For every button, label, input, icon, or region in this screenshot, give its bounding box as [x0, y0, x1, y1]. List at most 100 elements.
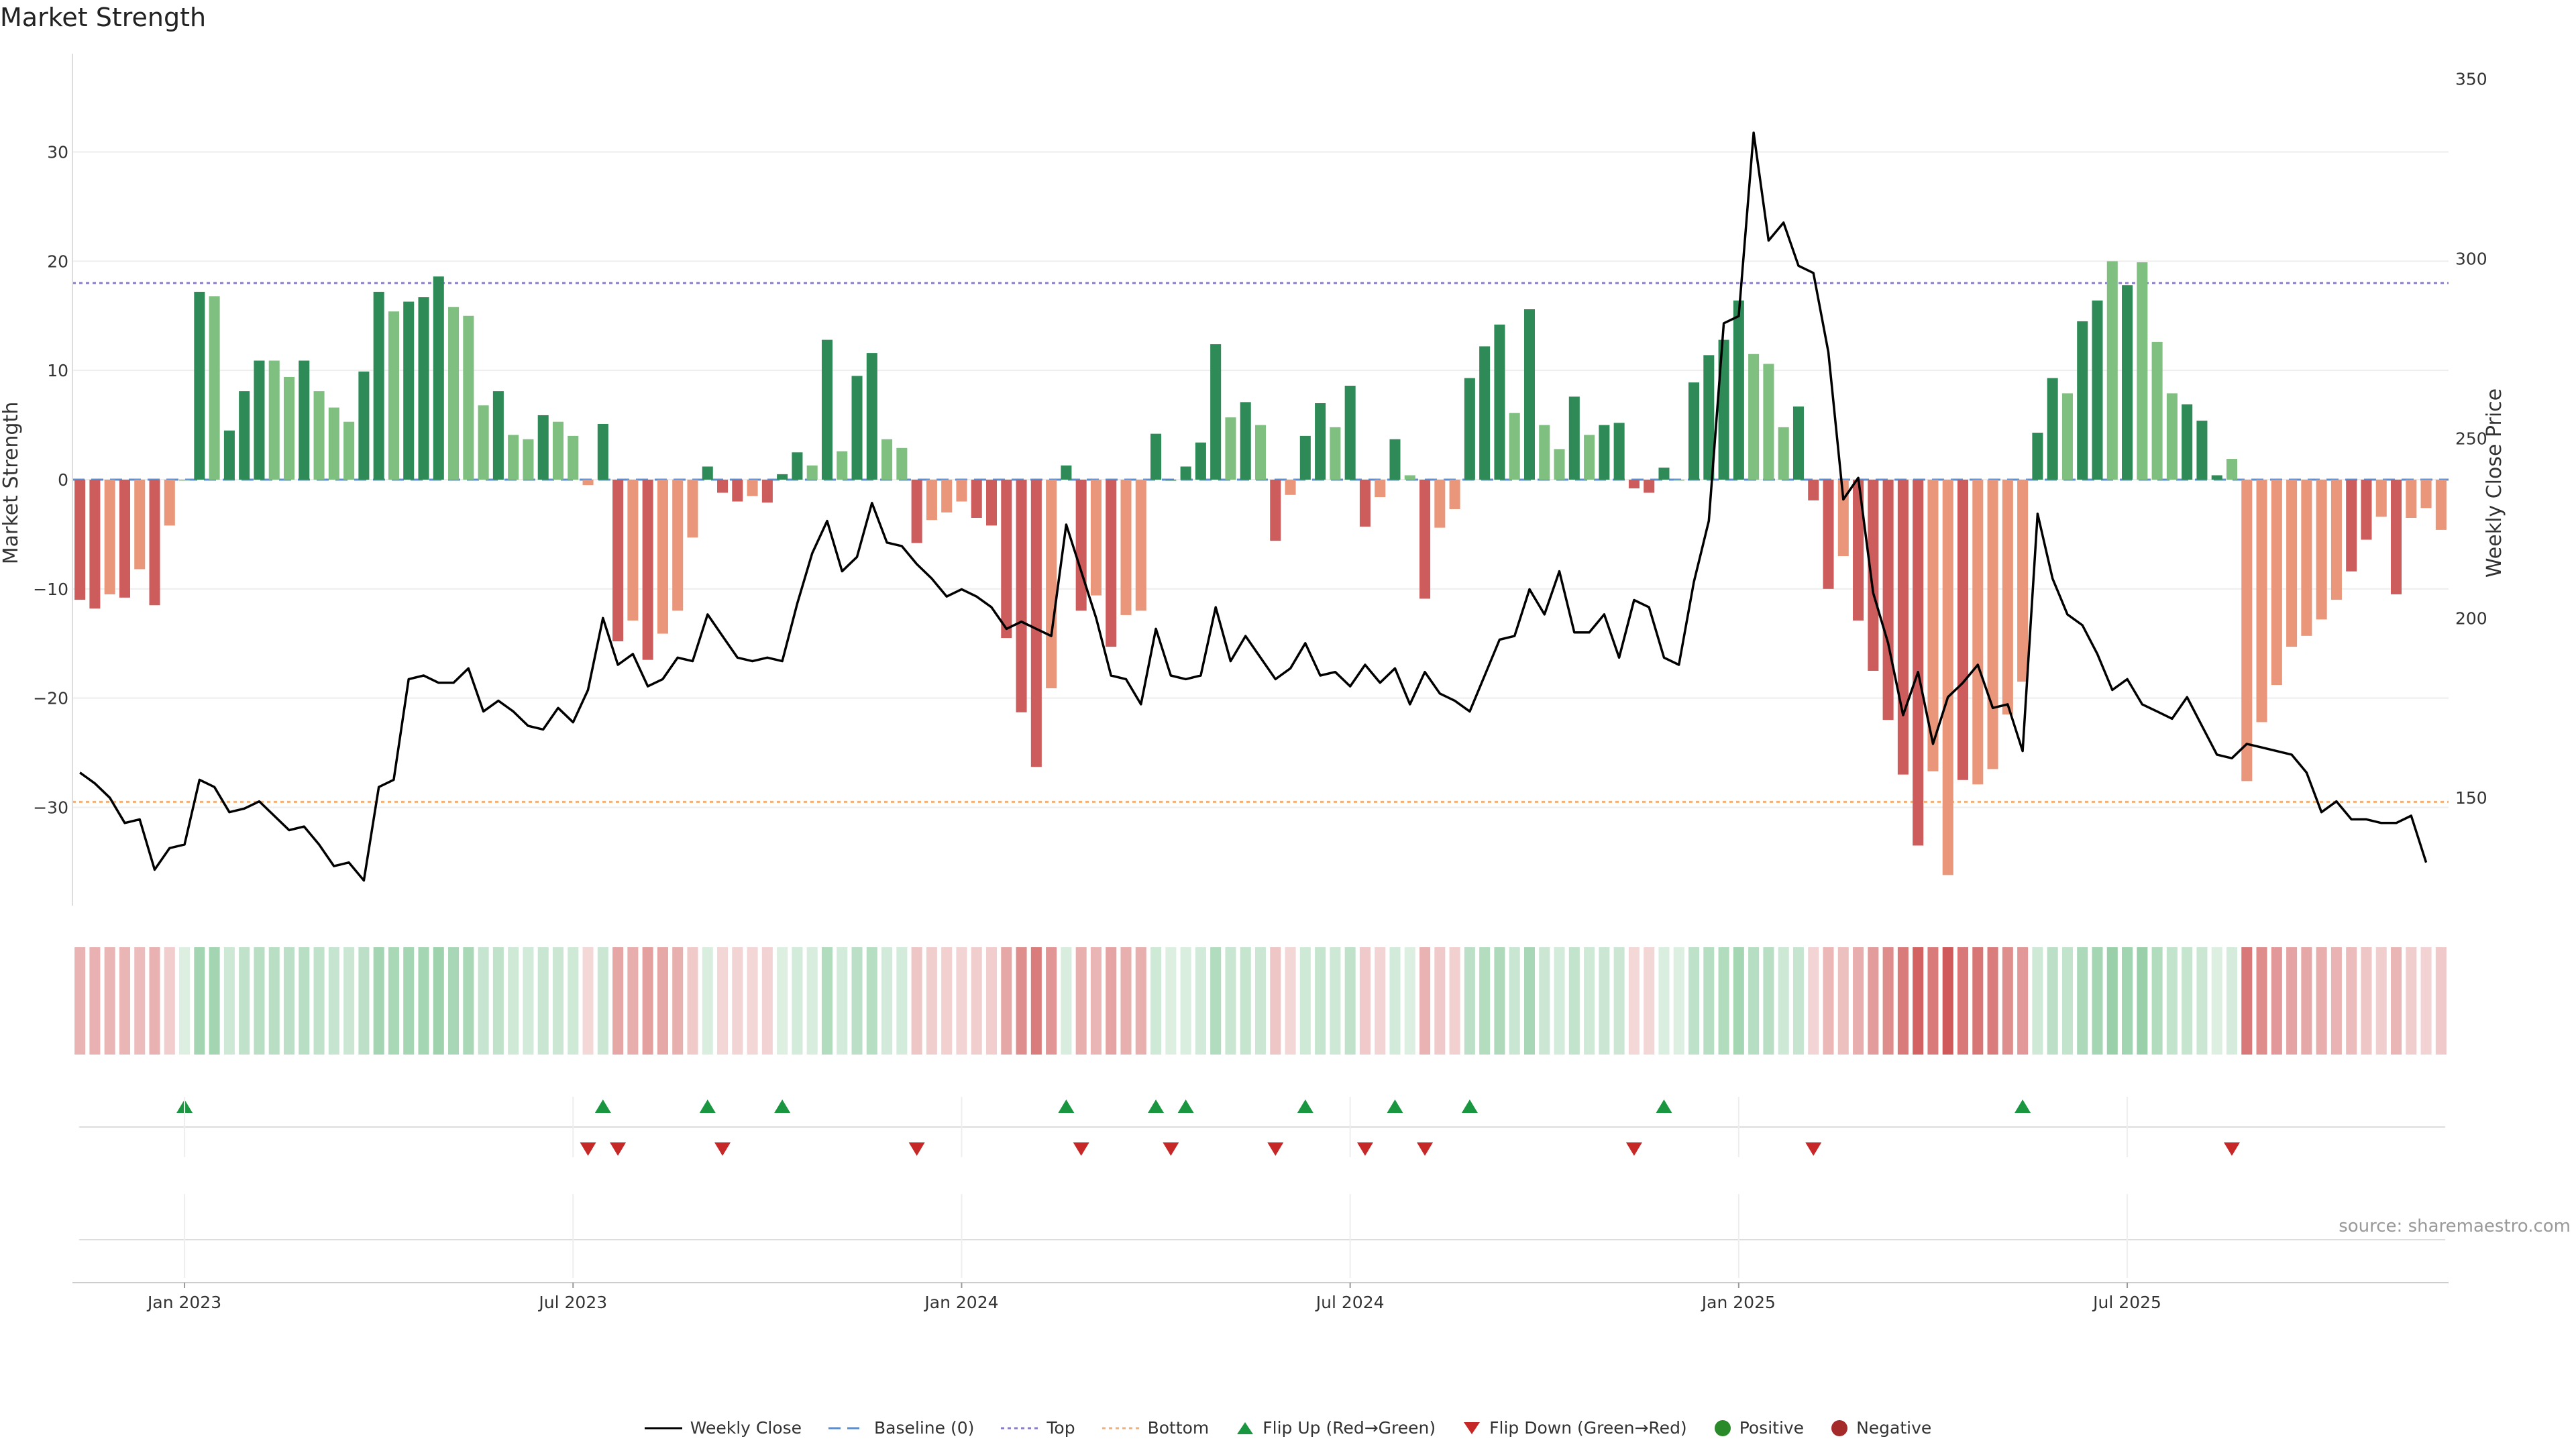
heat-cell: [1837, 947, 1849, 1055]
heat-cell: [2361, 947, 2372, 1055]
strength-bar: [1016, 480, 1027, 712]
heat-cell: [985, 947, 998, 1055]
strength-bar: [1254, 425, 1267, 480]
strength-bar: [508, 435, 519, 480]
strength-bar: [1673, 480, 1684, 481]
strength-bar: [2106, 261, 2118, 480]
strength-bar: [2092, 300, 2103, 480]
flip-down-marker: [1267, 1142, 1284, 1156]
heat-cell: [1434, 947, 1446, 1055]
strength-bar: [2256, 480, 2267, 722]
strength-bar: [582, 480, 594, 486]
heat-cell: [1882, 947, 1894, 1055]
heat-cell: [1584, 947, 1595, 1055]
flip-down-marker: [1163, 1142, 1179, 1156]
flip-down-marker: [1805, 1142, 1822, 1156]
x-tick-label: Jul 2023: [537, 1293, 607, 1312]
flip-up-marker: [1058, 1099, 1075, 1113]
chart-title: Market Strength: [0, 3, 207, 32]
strength-bar: [881, 439, 893, 480]
strength-bar: [956, 480, 967, 502]
heat-cell: [179, 947, 191, 1055]
strength-bar: [806, 465, 818, 480]
flip-down-marker: [714, 1142, 731, 1156]
strength-bar: [2435, 480, 2447, 530]
heat-cell: [1061, 947, 1072, 1055]
strength-bar: [2391, 480, 2402, 594]
price-line-layer: [79, 131, 2428, 882]
strength-bar: [2032, 432, 2043, 480]
strength-bar: [2182, 404, 2193, 480]
strength-bar: [358, 371, 370, 480]
heat-cell: [433, 947, 444, 1055]
flip-down-marker: [1417, 1142, 1434, 1156]
heat-cell: [1030, 947, 1042, 1055]
y-tick-label: 30: [47, 143, 68, 162]
heat-cell: [1539, 947, 1550, 1055]
heat-cell: [448, 947, 460, 1055]
heat-cell: [1494, 947, 1505, 1055]
legend-label: Flip Down (Green→Red): [1489, 1418, 1687, 1438]
heat-cell: [568, 947, 579, 1055]
strength-bar: [209, 296, 220, 480]
heat-cell: [777, 947, 788, 1055]
strength-bar: [1270, 480, 1281, 541]
heat-cell: [2122, 947, 2133, 1055]
flip-down-marker: [1073, 1142, 1089, 1156]
strength-bar: [2301, 480, 2312, 636]
y2-tick-label: 300: [2455, 249, 2487, 268]
heat-cell: [268, 947, 280, 1055]
strength-bar: [2286, 480, 2298, 647]
strength-bar: [1882, 480, 1894, 720]
heat-cell: [1210, 947, 1222, 1055]
x-axis: Jan 2023 Jul 2023 Jan 2024 Jul 2024 Jan 2025…: [72, 1282, 2449, 1312]
heat-cell: [149, 947, 160, 1055]
strength-bar: [194, 291, 205, 480]
strength-bar: [911, 480, 922, 543]
strength-bar: [1106, 480, 1117, 647]
heat-cell: [792, 947, 803, 1055]
heat-cell: [1330, 947, 1341, 1055]
y-tick-label: −20: [33, 689, 68, 708]
flip-markers: [79, 1097, 2445, 1278]
heat-cell: [2406, 947, 2417, 1055]
flip-down-marker: [908, 1142, 925, 1156]
heat-cell: [478, 947, 489, 1055]
strength-bar: [1240, 402, 1251, 480]
heat-cell: [941, 947, 953, 1055]
strength-bar: [2241, 480, 2253, 782]
heat-cell: [209, 947, 220, 1055]
strength-bar: [179, 480, 191, 481]
strength-bar: [1075, 480, 1087, 611]
heat-cell: [1718, 947, 1729, 1055]
heat-cell: [1479, 947, 1491, 1055]
strength-bar: [1315, 403, 1326, 480]
legend-weekly-close: Weekly Close: [644, 1418, 802, 1438]
source-note: source: sharemaestro.com: [2339, 1216, 2571, 1236]
strength-bar: [1644, 480, 1655, 493]
strength-bar: [1061, 465, 1072, 480]
legend-top: Top: [1001, 1418, 1075, 1438]
strength-bar: [492, 391, 504, 480]
legend-baseline: Baseline (0): [828, 1418, 974, 1438]
legend-label: Weekly Close: [690, 1418, 802, 1438]
triangle-down-icon: [1464, 1421, 1481, 1434]
strength-bar: [1449, 480, 1460, 509]
strength-bar: [537, 415, 549, 480]
heat-cell: [1853, 947, 1864, 1055]
heat-cell: [283, 947, 295, 1055]
y-tick-label: −30: [33, 798, 68, 817]
strength-bar: [1494, 324, 1505, 480]
strength-bar: [433, 276, 444, 480]
heat-cell: [1165, 947, 1177, 1055]
heat-cell: [1299, 947, 1311, 1055]
legend-label: Negative: [1856, 1418, 1932, 1438]
strength-bar: [2346, 480, 2357, 572]
heat-cell: [313, 947, 325, 1055]
strength-bar: [2137, 262, 2148, 480]
heat-cell: [1748, 947, 1760, 1055]
strength-bar: [1225, 417, 1236, 480]
strength-bar: [1957, 480, 1969, 780]
heat-cell: [1628, 947, 1640, 1055]
